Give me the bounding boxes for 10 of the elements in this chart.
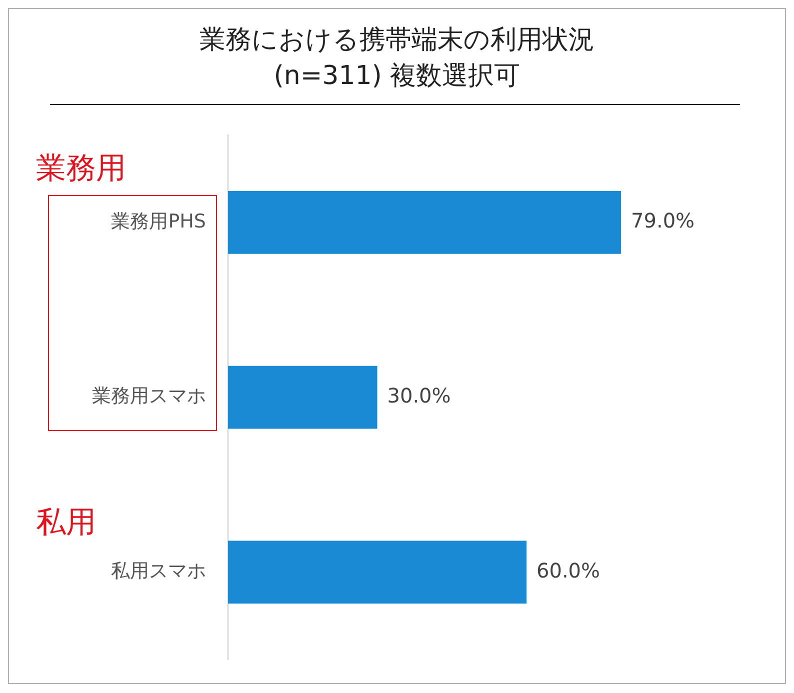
chart-subtitle: (n=311) 複数選択可: [272, 60, 522, 93]
text: 業務用: [36, 150, 126, 188]
data-label: 60.0%: [536, 558, 600, 582]
y-tick-label: 業務用PHS: [111, 210, 206, 232]
text: 私用: [36, 504, 96, 542]
y-tick-label: 私用スマホ: [111, 560, 206, 582]
chart-title: 業務における携帯端末の利用状況: [198, 24, 596, 57]
data-label: 79.0%: [631, 208, 695, 233]
data-label: 30.0%: [387, 384, 451, 408]
y-tick-label: 業務用スマホ: [92, 385, 206, 408]
